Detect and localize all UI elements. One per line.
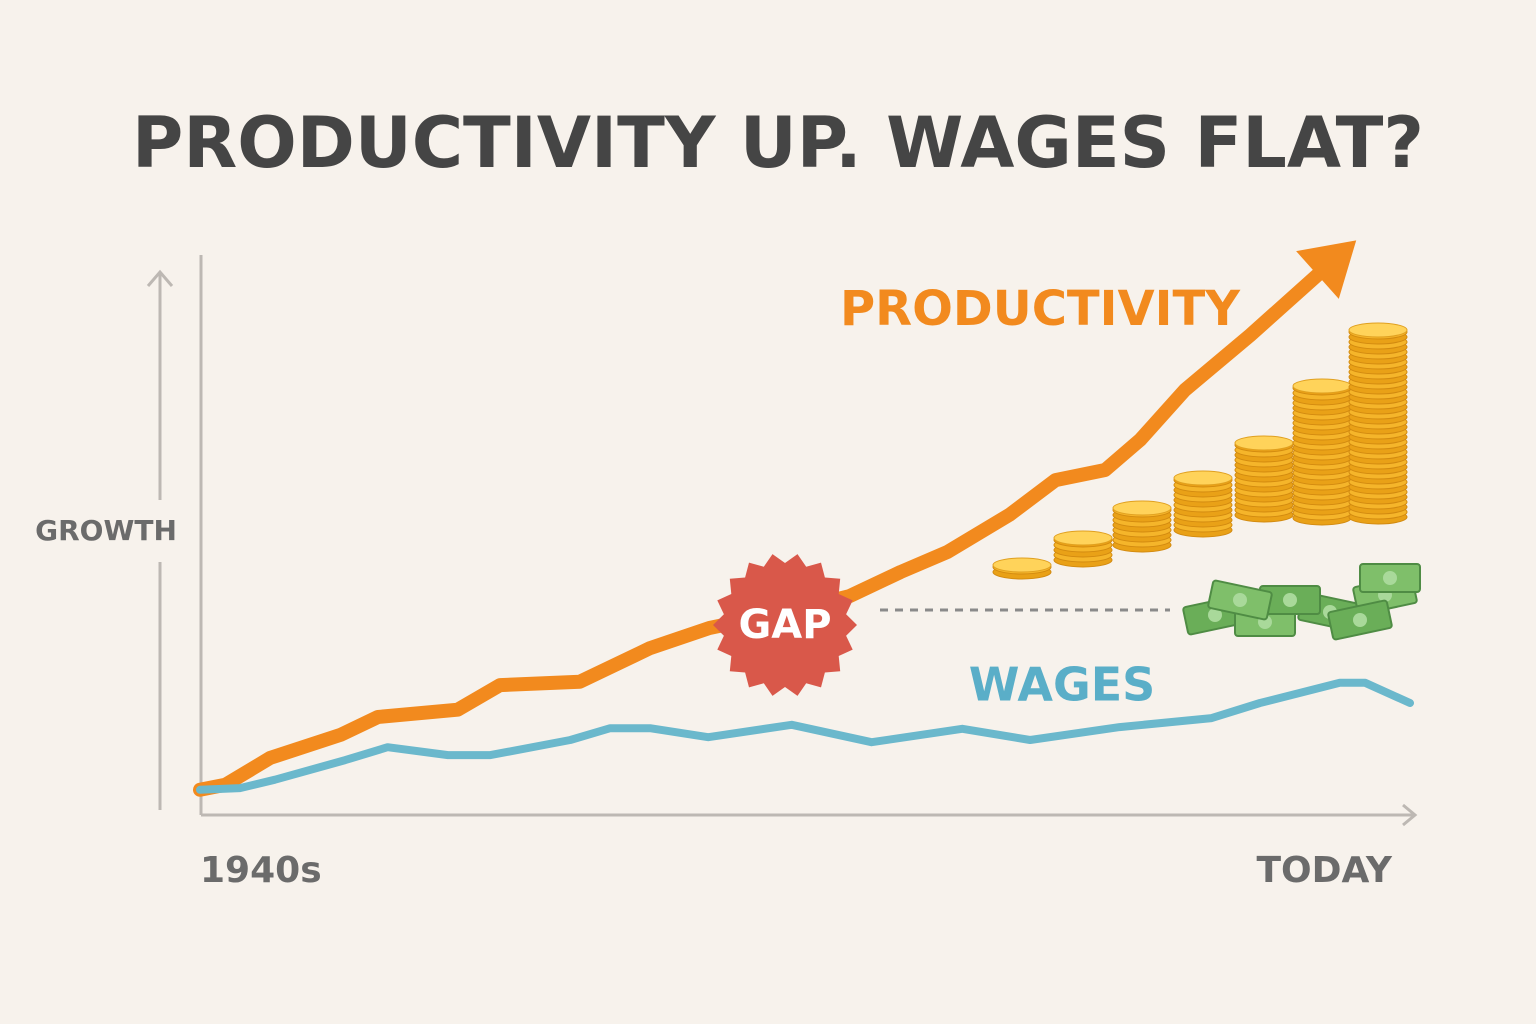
x-end-label: TODAY	[1256, 850, 1392, 891]
x-axis-arrow	[1402, 803, 1418, 827]
series-label: WAGES	[969, 658, 1156, 712]
series-label: PRODUCTIVITY	[840, 281, 1241, 337]
bill-seal	[1283, 593, 1297, 607]
bill-seal	[1208, 608, 1222, 622]
coin-top	[1234, 435, 1294, 451]
money-illustration	[992, 322, 1421, 641]
y-axis-label: GROWTH	[35, 514, 177, 547]
coin-top	[1173, 470, 1233, 486]
growth-arrow-head	[146, 269, 174, 287]
annotation: GAP	[738, 602, 831, 648]
chart-title: PRODUCTIVITY UP. WAGES FLAT?	[132, 102, 1424, 184]
gap-badge: GAP	[713, 554, 857, 696]
coin-top	[1053, 530, 1113, 546]
arrow-head	[1296, 240, 1357, 299]
x-start-label: 1940s	[200, 850, 322, 891]
series-line	[196, 678, 1414, 794]
badge-shape	[713, 554, 857, 696]
bill-seal	[1353, 613, 1367, 627]
coin-top	[1112, 500, 1172, 516]
coin-top	[1292, 378, 1352, 394]
coin-top	[992, 557, 1052, 573]
bill-seal	[1383, 571, 1397, 585]
bill-seal	[1233, 593, 1247, 607]
coin-top	[1348, 322, 1408, 338]
